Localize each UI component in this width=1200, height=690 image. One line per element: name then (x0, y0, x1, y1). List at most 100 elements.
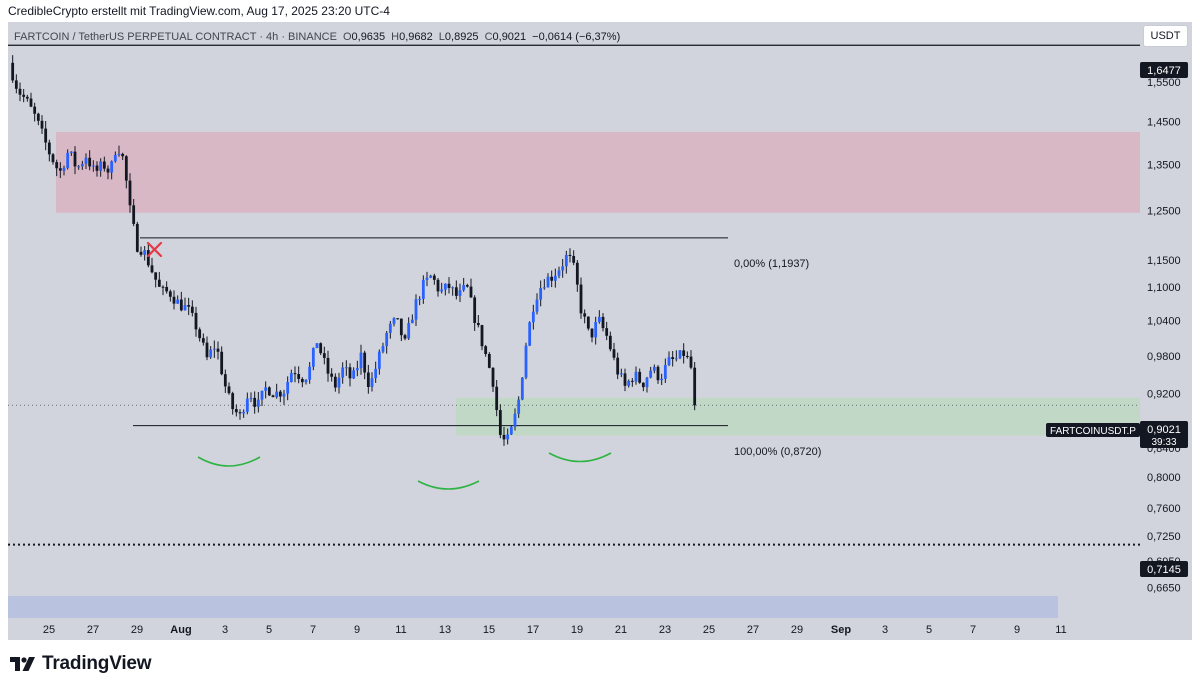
candle (132, 198, 136, 227)
candle (18, 82, 22, 102)
candle (62, 165, 66, 176)
brand[interactable]: TradingView (10, 653, 152, 675)
candle (260, 390, 264, 407)
time-tick-16: 27 (747, 624, 759, 636)
last-price-tag (1140, 421, 1188, 448)
time-tick-21: 7 (970, 624, 976, 636)
candle (289, 369, 293, 383)
candle (685, 351, 689, 359)
candle (616, 352, 620, 380)
candle (311, 347, 315, 371)
candle (205, 336, 209, 361)
candle (568, 248, 572, 263)
candle (630, 378, 634, 387)
candle (253, 391, 257, 414)
candle (366, 364, 370, 394)
candle (223, 369, 227, 393)
candle (517, 396, 521, 418)
candle (385, 330, 389, 354)
candle (91, 160, 95, 172)
candle (612, 342, 616, 361)
candle (264, 381, 268, 399)
candle (36, 112, 40, 126)
candle (95, 161, 99, 177)
candle (506, 428, 510, 445)
candle (590, 328, 594, 343)
candle (674, 350, 678, 362)
candle (550, 270, 554, 288)
candle (198, 327, 202, 342)
candle (73, 146, 77, 175)
high-value: 0,9682 (399, 31, 433, 43)
candle (649, 366, 653, 379)
candle (652, 364, 656, 374)
symbol-price-tag-text: FARTCOINUSDT.P (1050, 426, 1136, 437)
time-tick-20: 5 (926, 624, 932, 636)
candle (476, 315, 480, 328)
candle (403, 333, 407, 341)
price-axis[interactable]: 1,5500 1,4500 1,3500 1,2500 1,1500 1,1000 1,04… (1147, 77, 1181, 595)
last-price-tag-text: 0,9021 (1147, 424, 1181, 436)
bottom-level-tag-text: 0,7145 (1147, 564, 1181, 576)
candle (586, 316, 590, 331)
candle (484, 345, 488, 357)
candle (575, 260, 579, 292)
candle (454, 280, 458, 300)
candle (605, 321, 609, 341)
candle (293, 366, 297, 383)
candle (553, 268, 557, 288)
candle (399, 318, 403, 342)
candle (561, 259, 565, 278)
candle (179, 291, 183, 312)
candle (344, 360, 348, 376)
candle (88, 150, 92, 171)
candle (667, 351, 671, 367)
candle (102, 156, 106, 172)
candle (641, 382, 645, 392)
candle (29, 92, 33, 108)
candle (418, 296, 422, 306)
candle (370, 372, 374, 392)
time-tick-5: 5 (266, 624, 272, 636)
candle (564, 250, 568, 274)
candle (671, 350, 675, 367)
chart-attribution: CredibleCrypto erstellt mit TradingView.… (8, 4, 390, 18)
candle (678, 350, 682, 360)
candle (201, 333, 205, 346)
price-tick-6: 1,0400 (1147, 315, 1181, 327)
bottom-volume-band (8, 596, 1058, 618)
candle (469, 278, 473, 298)
candle (535, 293, 539, 315)
candle (216, 341, 220, 360)
candle (473, 295, 477, 331)
candle (513, 408, 517, 431)
candle (634, 366, 638, 385)
price-tick-0: 1,5500 (1147, 77, 1181, 89)
candle (421, 275, 425, 304)
time-axis[interactable]: 25 27 29 Aug 3 5 7 9 11 13 15 17 19 21 23 25 27 29 Sep 3 5 7 9… (43, 624, 1067, 636)
candle (682, 343, 686, 364)
candle (322, 346, 326, 365)
candle (168, 289, 172, 302)
candle (234, 404, 238, 417)
candles-layer (11, 55, 697, 446)
candle (176, 295, 180, 304)
candle (22, 89, 26, 103)
candle (557, 266, 561, 279)
candle (381, 342, 385, 354)
candle (429, 274, 433, 279)
candle (333, 373, 337, 392)
close-label: C (485, 31, 493, 43)
candle (124, 155, 128, 189)
candle (645, 376, 649, 393)
time-tick-4: 3 (222, 624, 228, 636)
time-tick-17: 29 (791, 624, 803, 636)
currency-button[interactable]: USDT (1143, 25, 1188, 47)
candle (69, 151, 73, 156)
candle (267, 386, 271, 397)
top-level-tag (1140, 62, 1188, 78)
candle (51, 153, 55, 165)
candle (355, 360, 359, 377)
candle (498, 404, 502, 439)
